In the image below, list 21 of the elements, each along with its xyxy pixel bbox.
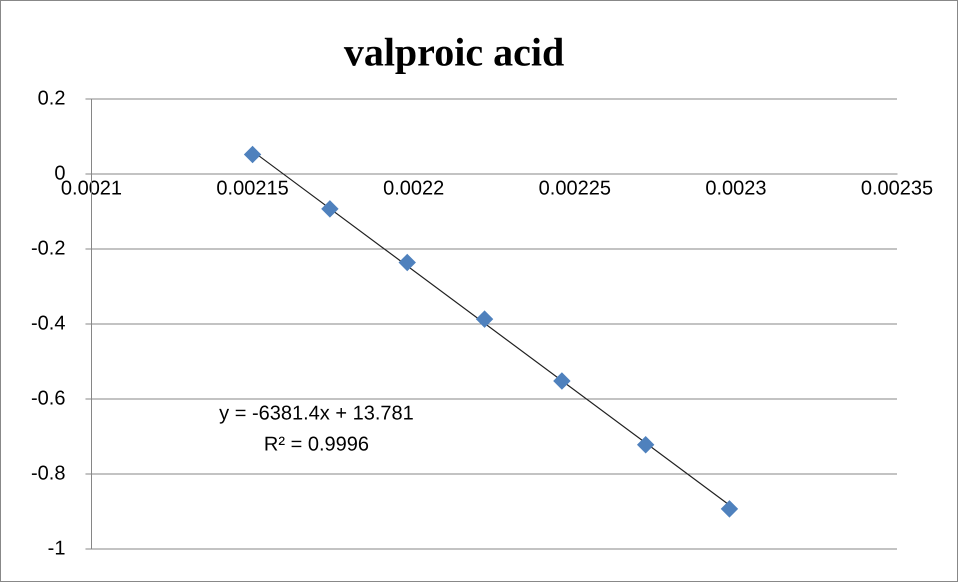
x-tick-label: 0.0023 bbox=[705, 178, 766, 200]
y-tick-label: -0.2 bbox=[30, 238, 66, 260]
x-tick-label: 0.00215 bbox=[216, 178, 289, 200]
x-tick-label: 0.00225 bbox=[538, 178, 611, 200]
y-tick-label: -0.8 bbox=[30, 462, 66, 485]
point bbox=[553, 372, 570, 390]
point bbox=[398, 254, 416, 271]
point bbox=[321, 200, 338, 218]
y-tick-label: -0.6 bbox=[30, 388, 66, 410]
chart-title: valproic acid bbox=[344, 29, 564, 74]
point bbox=[476, 310, 494, 328]
y-tick-label: 0.2 bbox=[38, 88, 66, 110]
annotation: y = -6381.4x + 13.781 bbox=[219, 402, 414, 425]
point bbox=[637, 436, 654, 454]
x-tick-label: 0.0022 bbox=[383, 178, 444, 200]
annotation: R² = 0.9996 bbox=[264, 434, 369, 456]
x-tick-label: 0.00235 bbox=[860, 178, 934, 200]
y-tick-label: -1 bbox=[48, 538, 66, 560]
point bbox=[720, 500, 738, 518]
point bbox=[244, 146, 262, 163]
y-tick-label: -0.4 bbox=[30, 312, 66, 335]
